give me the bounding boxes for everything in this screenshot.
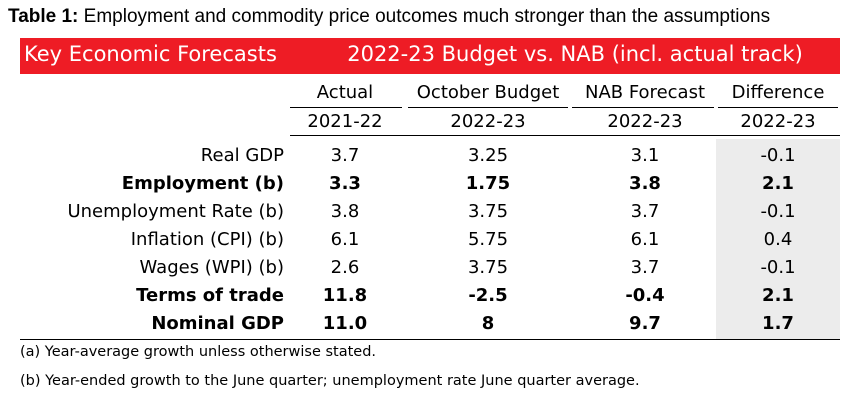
table-cell: 6.1 — [630, 229, 660, 250]
table-cell: -0.1 — [760, 201, 796, 222]
table-cell: 5.75 — [467, 229, 509, 250]
table-caption: Table 1: Employment and commodity price … — [8, 6, 770, 28]
header-underline — [408, 107, 568, 108]
header-underline — [572, 107, 714, 108]
table-cell: 3.3 — [329, 173, 361, 194]
table-cell: 11.8 — [322, 285, 368, 306]
table-cell: 0.4 — [763, 229, 793, 250]
table-cell: 2.1 — [762, 285, 794, 306]
header-underline — [290, 107, 402, 108]
row-label: Employment (b) — [121, 173, 284, 194]
footnote-a: (a) Year-average growth unless otherwise… — [20, 344, 377, 360]
column-period: 2022-23 — [607, 111, 683, 132]
table-cell: 3.7 — [330, 145, 360, 166]
column-header: Difference — [731, 82, 825, 103]
table-cell: -2.5 — [468, 285, 508, 306]
table-cell: 3.8 — [330, 201, 360, 222]
caption-prefix: Table 1: — [8, 6, 79, 27]
row-label: Unemployment Rate (b) — [67, 201, 284, 222]
caption-text: Employment and commodity price outcomes … — [83, 6, 771, 27]
banner-title: Key Economic Forecasts — [24, 42, 277, 66]
row-label: Real GDP — [200, 145, 284, 166]
column-header: NAB Forecast — [584, 82, 705, 103]
column-period: 2021-22 — [307, 111, 383, 132]
table-cell: 1.75 — [465, 173, 511, 194]
column-header: October Budget — [416, 82, 560, 103]
table-cell: 3.1 — [630, 145, 660, 166]
table-cell: 3.7 — [630, 257, 660, 278]
row-label: Terms of trade — [136, 285, 284, 306]
column-period: 2022-23 — [740, 111, 816, 132]
difference-column-shading — [716, 139, 840, 339]
table-bottom-rule — [20, 339, 840, 340]
table-cell: 2.1 — [762, 173, 794, 194]
table-cell: 3.8 — [629, 173, 661, 194]
table-cell: 9.7 — [629, 313, 661, 334]
table-cell: 6.1 — [330, 229, 360, 250]
table-cell: 3.75 — [467, 257, 509, 278]
table-cell: 3.75 — [467, 201, 509, 222]
table-cell: 11.0 — [322, 313, 368, 334]
footnote-b: (b) Year-ended growth to the June quarte… — [20, 373, 640, 389]
header-underline — [718, 107, 838, 108]
table-cell: 3.7 — [630, 201, 660, 222]
period-underline — [290, 135, 840, 136]
column-period: 2022-23 — [450, 111, 526, 132]
table-banner: Key Economic Forecasts 2022-23 Budget vs… — [20, 38, 840, 74]
table-cell: -0.1 — [760, 257, 796, 278]
row-label: Nominal GDP — [151, 313, 284, 334]
table-cell: 1.7 — [762, 313, 794, 334]
table-cell: -0.1 — [760, 145, 796, 166]
table-cell: 8 — [481, 313, 495, 334]
banner-subtitle: 2022-23 Budget vs. NAB (incl. actual tra… — [347, 42, 803, 66]
row-label: Inflation (CPI) (b) — [130, 229, 284, 250]
column-header: Actual — [316, 82, 374, 103]
table-cell: -0.4 — [625, 285, 665, 306]
row-label: Wages (WPI) (b) — [139, 257, 284, 278]
table-cell: 3.25 — [467, 145, 509, 166]
table-cell: 2.6 — [330, 257, 360, 278]
